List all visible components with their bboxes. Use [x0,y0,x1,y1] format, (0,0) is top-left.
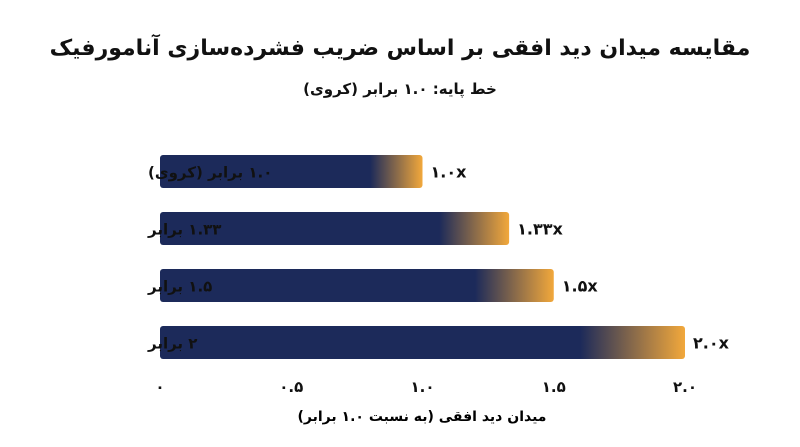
x-tick-label-0: ۰ [155,378,164,396]
x-axis: ۰ ۰.۵ ۱.۰ ۱.۵ ۲.۰ [155,378,697,396]
bar-1 [160,212,510,245]
x-tick-label-3: ۱.۵ [542,378,566,396]
bar-3 [160,326,685,359]
category-label-1: ۱.۳۳ برابر [147,221,221,239]
category-label-0: ۱.۰ برابر (کروی) [148,164,272,182]
bars-layer: ۱.۰ برابر (کروی) ۱.۰x ۱.۳۳ برابر ۱.۳۳x ۱.۵ ب… [147,155,730,359]
value-label-0: ۱.۰x [431,163,468,182]
x-tick-label-2: ۱.۰ [410,378,434,396]
value-label-1: ۱.۳۳x [517,220,563,239]
bar-2 [160,269,554,302]
bar-0 [160,155,423,188]
chart-subtitle: خط پایه: ۱.۰ برابر (کروی) [303,80,497,98]
chart-title: مقایسه میدان دید افقی بر اساس ضریب فشرده… [49,36,751,61]
value-label-2: ۱.۵x [562,277,599,296]
x-tick-label-1: ۰.۵ [279,378,303,396]
x-axis-label: میدان دید افقی (به نسبت ۱.۰ برابر) [298,409,547,425]
value-label-3: ۲.۰x [693,334,730,353]
category-label-3: ۲ برابر [147,335,197,353]
category-label-2: ۱.۵ برابر [147,278,212,296]
x-tick-label-4: ۲.۰ [673,378,697,396]
